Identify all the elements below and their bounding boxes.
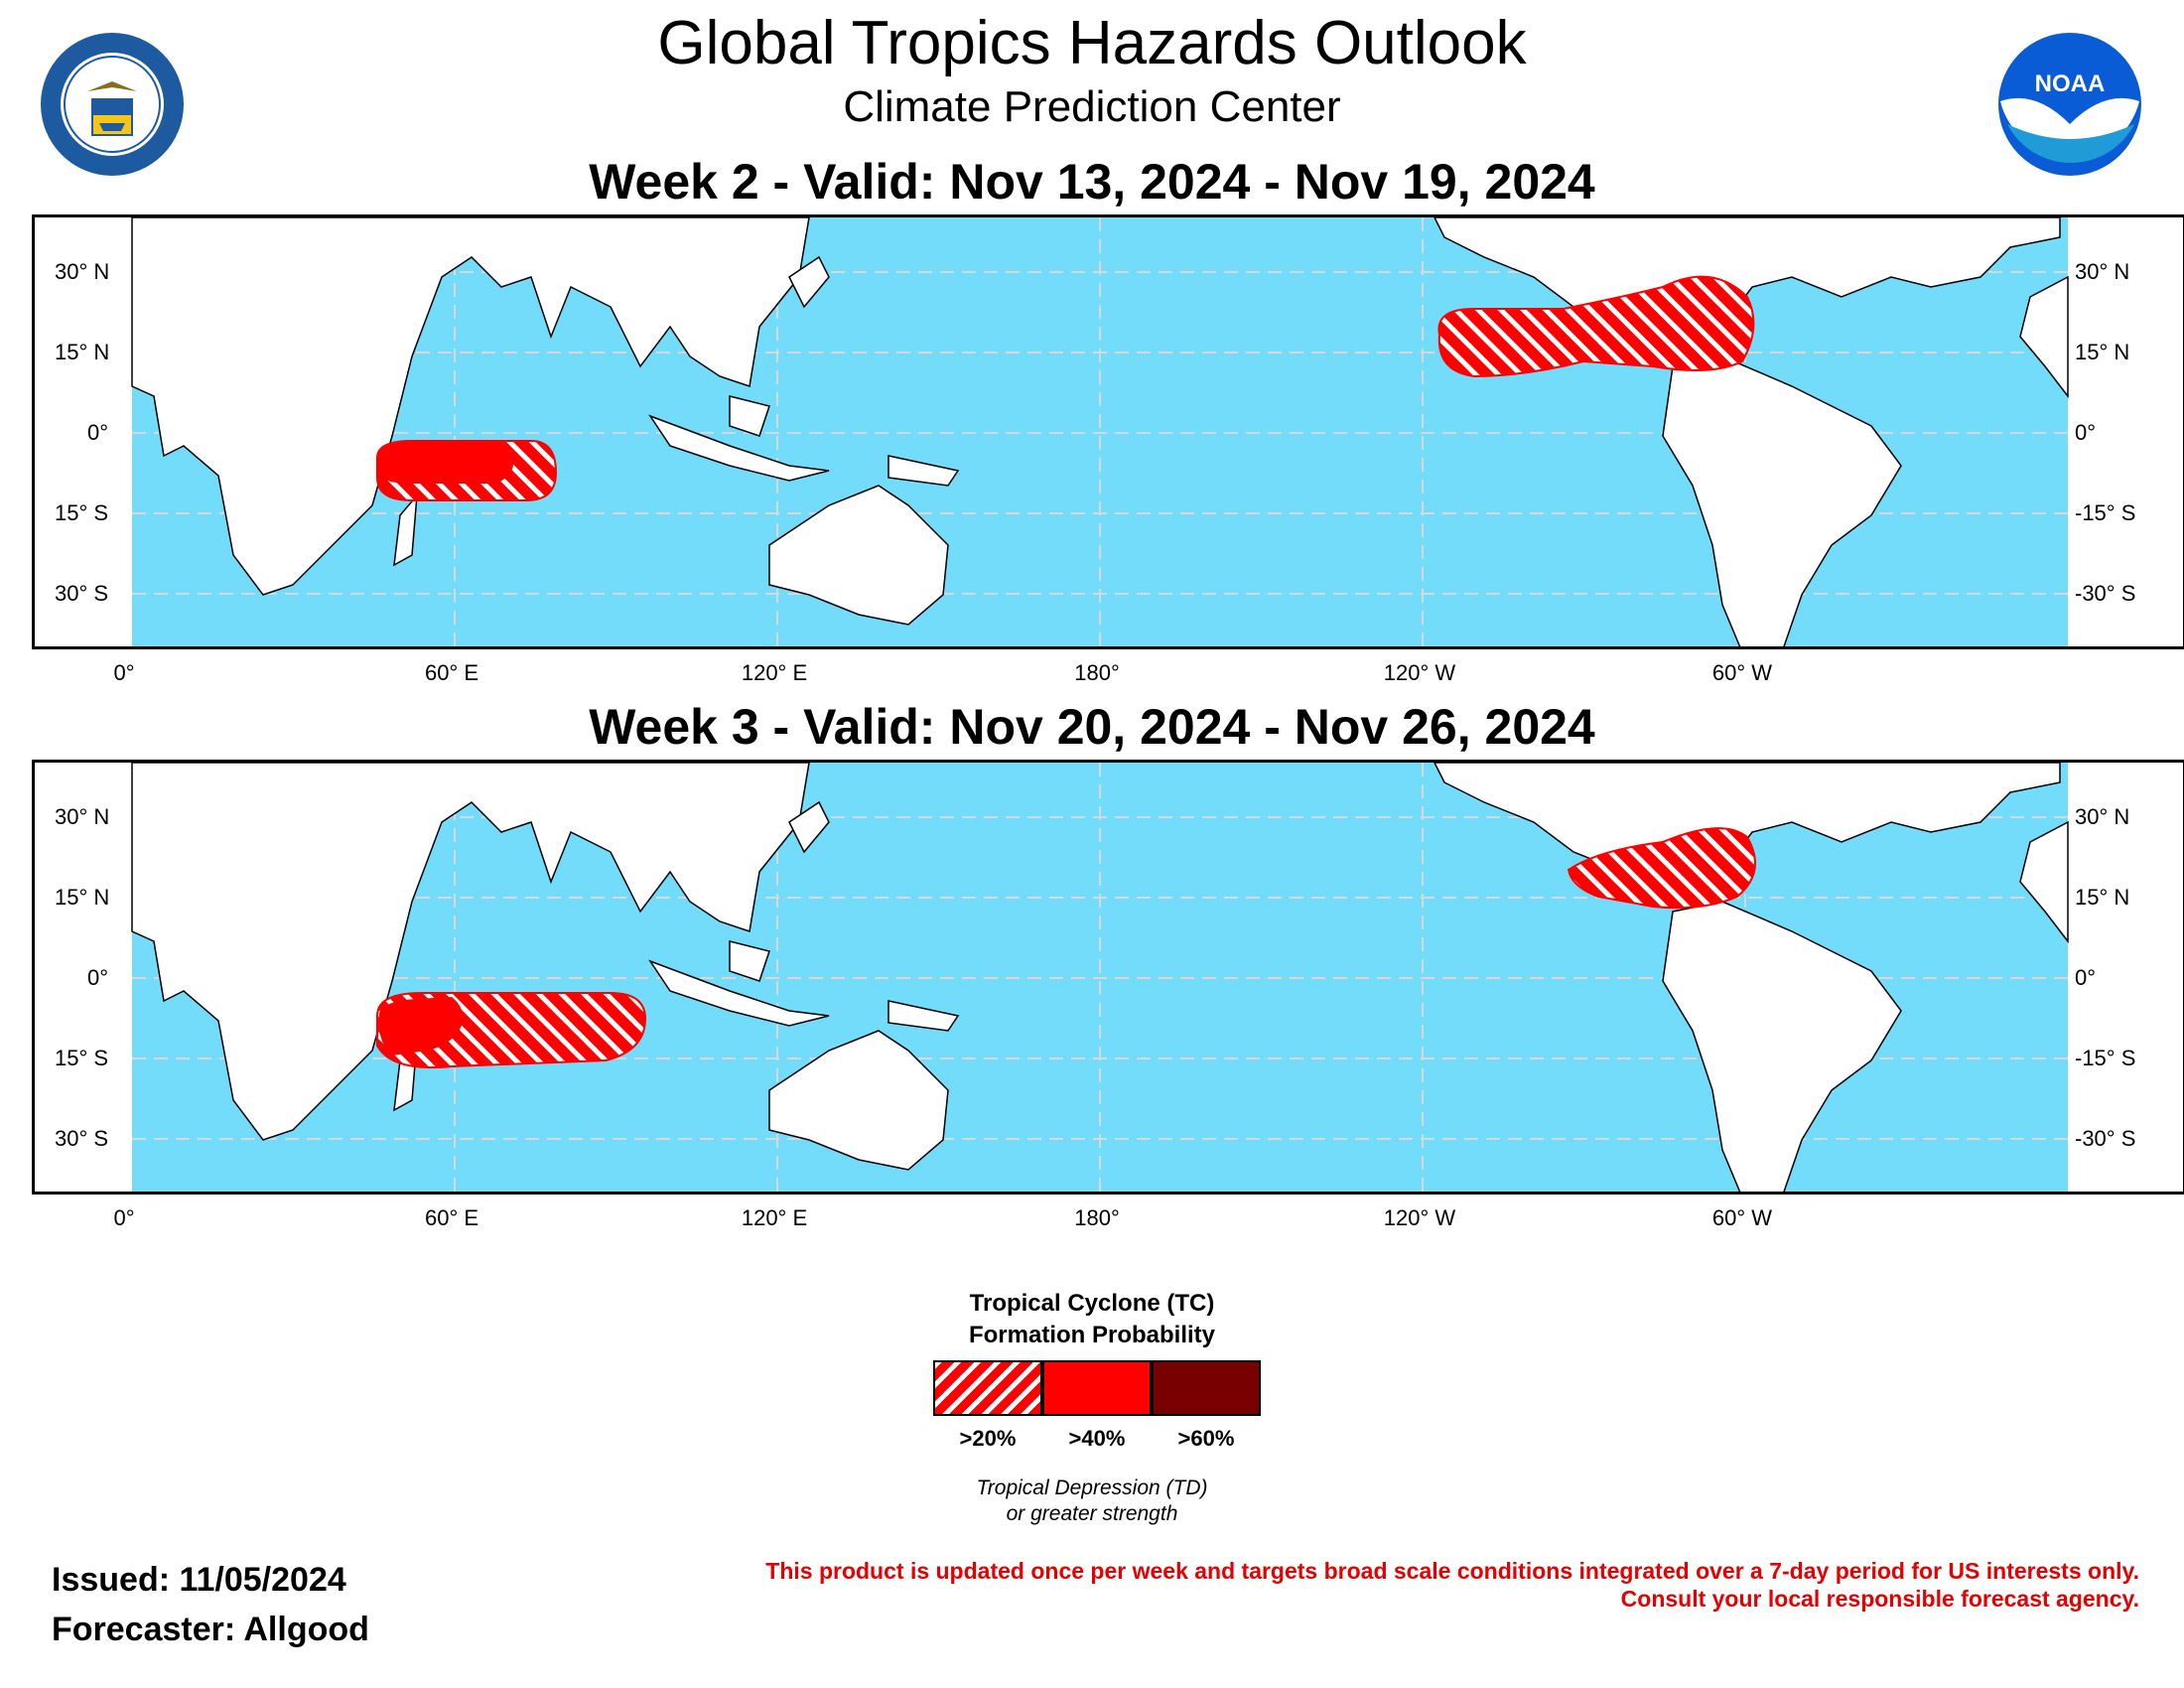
w3-lat-right-3: -15° S [2075, 1046, 2136, 1070]
legend-label-60: >60% [1177, 1426, 1235, 1451]
w3-lat-left-2: 0° [87, 965, 109, 990]
hazard-swio-40 [377, 442, 513, 484]
week2-title: Week 2 - Valid: Nov 13, 2024 - Nov 19, 2… [589, 154, 1595, 210]
west-africa-land [2019, 275, 2069, 399]
page-subtitle: Climate Prediction Center [843, 82, 1341, 131]
w3-lat-left-3: 15° S [55, 1046, 109, 1070]
australia-land [768, 1030, 949, 1171]
issued-date: Issued: 11/05/2024 [52, 1561, 346, 1599]
week3-title: Week 3 - Valid: Nov 20, 2024 - Nov 26, 2… [589, 699, 1595, 755]
new-guinea-land [887, 1000, 960, 1032]
land-masses [131, 217, 2069, 646]
australia-land [768, 485, 949, 626]
indonesia-land [648, 414, 830, 482]
w2-lon-3: 180° [1074, 660, 1120, 685]
borneo-land [729, 395, 770, 437]
north-america-land [1433, 217, 2061, 357]
legend-note-line2: or greater strength [1006, 1502, 1178, 1525]
japan-land [788, 255, 830, 309]
w2-lon-4: 120° W [1383, 660, 1456, 685]
africa-eurasia-land [131, 217, 810, 596]
legend-swatch-60 [1152, 1360, 1261, 1416]
w2-lon-2: 120° E [741, 660, 808, 685]
w2-lat-right-1: 15° N [2075, 340, 2130, 364]
w3-lat-left-0: 30° N [55, 804, 110, 829]
south-america-land [1662, 355, 1902, 646]
legend-label-20: >20% [959, 1426, 1017, 1451]
w3-lon-2: 120° E [741, 1205, 808, 1230]
w3-lon-0: 0° [113, 1205, 135, 1230]
w2-lat-right-4: -30° S [2075, 581, 2136, 606]
madagascar-land [393, 492, 418, 567]
south-america-land [1662, 901, 1902, 1192]
w3-lat-right-4: -30° S [2075, 1126, 2136, 1151]
west-africa-land [2019, 820, 2069, 944]
w2-lat-left-4: 30° S [55, 581, 109, 606]
w2-lat-left-0: 30° N [55, 259, 110, 284]
japan-land [788, 800, 830, 854]
week3-map [32, 760, 2184, 1195]
w2-lat-right-3: -15° S [2075, 500, 2136, 525]
w2-lat-left-1: 15° N [55, 340, 110, 364]
w3-lon-3: 180° [1074, 1205, 1120, 1230]
forecaster-name: Forecaster: Allgood [52, 1611, 369, 1648]
w3-lat-right-0: 30° N [2075, 804, 2130, 829]
noaa-logo-text: NOAA [2035, 70, 2106, 97]
noaa-logo: NOAA [1995, 30, 2144, 179]
new-guinea-land [887, 455, 960, 487]
w3-lat-left-4: 30° S [55, 1126, 109, 1151]
africa-eurasia-land [131, 763, 810, 1141]
w3-lat-right-2: 0° [2075, 965, 2097, 990]
w2-lon-0: 0° [113, 660, 135, 685]
legend-label-40: >40% [1068, 1426, 1126, 1451]
w2-lat-right-0: 30° N [2075, 259, 2130, 284]
disclaimer-line2: Consult your local responsible forecast … [1620, 1586, 2139, 1612]
land-masses [131, 763, 2069, 1192]
week2-map-svg [131, 217, 2069, 646]
legend-title-line2: Formation Probability [968, 1322, 1215, 1348]
hazard-caribbean-20 [1437, 275, 1755, 378]
w3-lat-left-1: 15° N [55, 885, 110, 910]
hazard-caribbean-20 [1567, 827, 1756, 910]
department-of-commerce-logo [38, 30, 187, 179]
week2-hazards [376, 275, 1755, 501]
indonesia-land [648, 959, 830, 1027]
week3-hazards [376, 827, 1756, 1069]
legend-swatch-20 [933, 1360, 1042, 1416]
week2-map [32, 214, 2184, 649]
week3-map-svg [131, 763, 2069, 1192]
disclaimer-line1: This product is updated once per week an… [765, 1558, 2139, 1584]
north-america-land [1433, 763, 2061, 903]
w3-lon-1: 60° E [424, 1205, 479, 1230]
legend-title-line1: Tropical Cyclone (TC) [969, 1290, 1215, 1317]
w2-lon-1: 60° E [424, 660, 479, 685]
w3-lon-4: 120° W [1383, 1205, 1456, 1230]
hazard-swio-40 [379, 997, 464, 1055]
w3-lon-5: 60° W [1711, 1205, 1773, 1230]
w2-lat-left-2: 0° [87, 420, 109, 445]
w2-lon-5: 60° W [1711, 660, 1773, 685]
w2-lat-left-3: 15° S [55, 500, 109, 525]
legend-note-line1: Tropical Depression (TD) [976, 1477, 1208, 1499]
page-title: Global Tropics Hazards Outlook [657, 9, 1527, 77]
w2-lat-right-2: 0° [2075, 420, 2097, 445]
w3-lat-right-1: 15° N [2075, 885, 2130, 910]
borneo-land [729, 940, 770, 982]
legend-swatch-40 [1042, 1360, 1152, 1416]
